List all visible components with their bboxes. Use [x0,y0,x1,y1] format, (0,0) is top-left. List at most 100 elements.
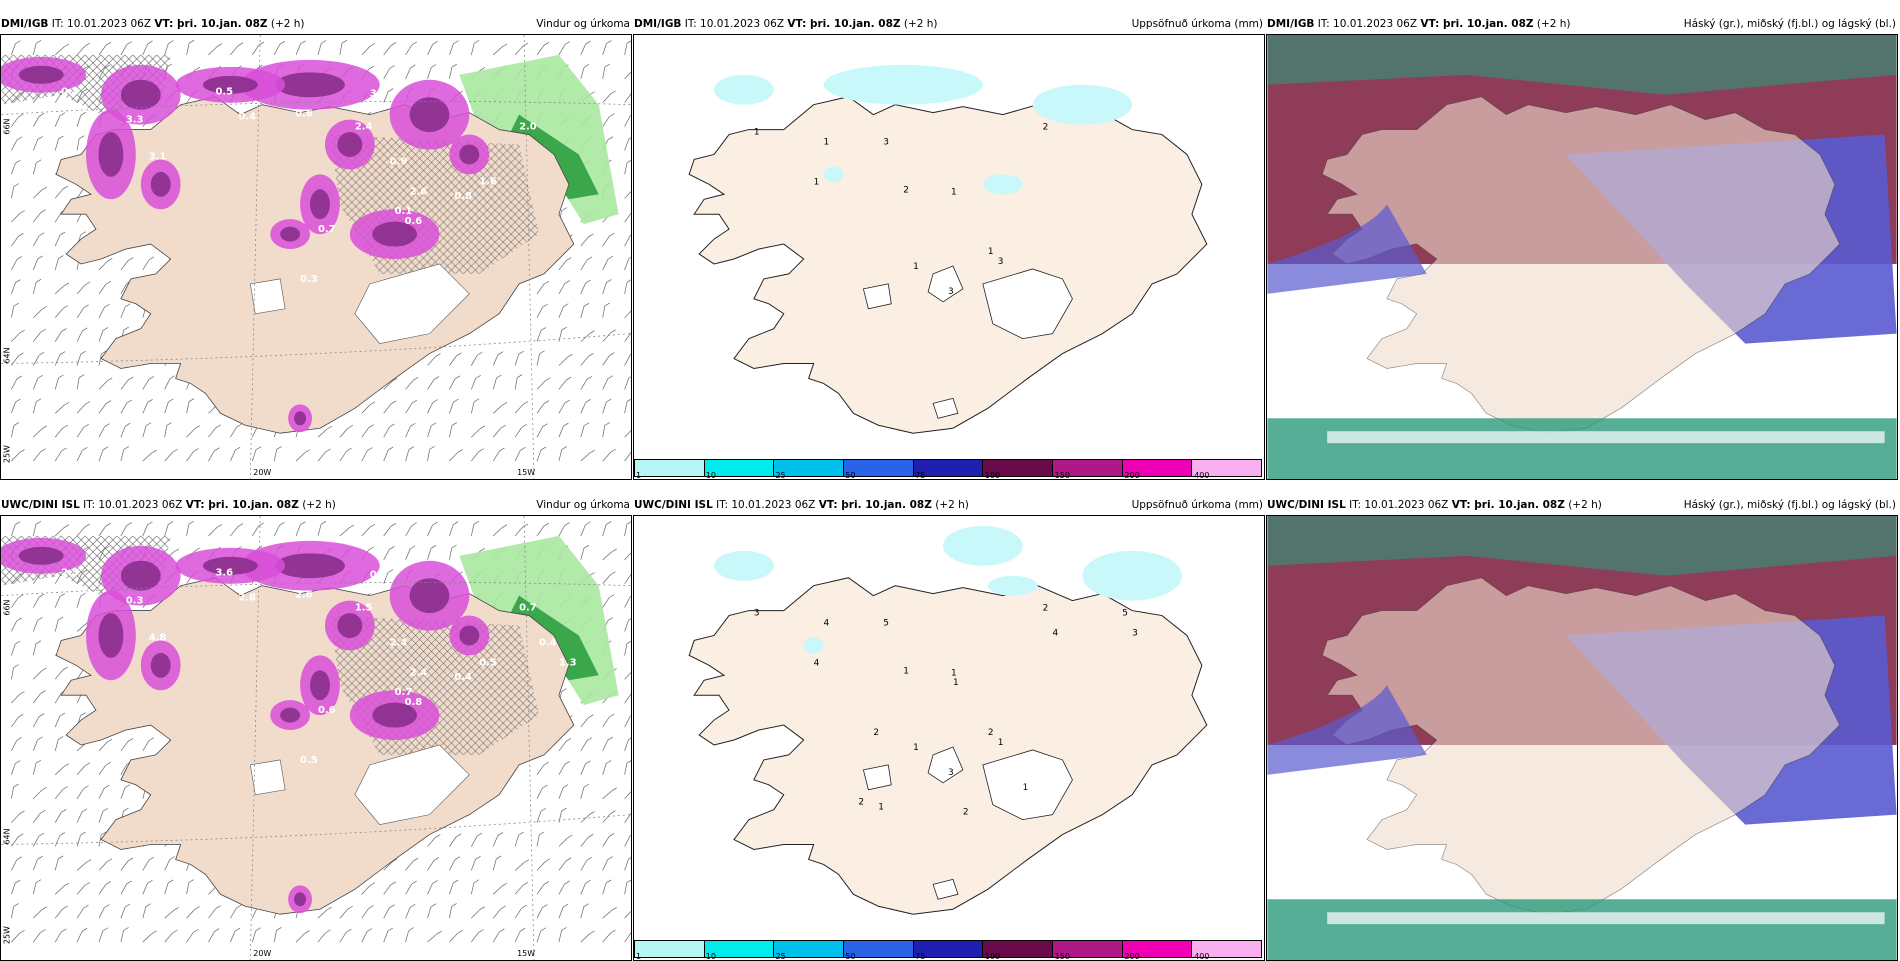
init-time: IT: 10.01.2023 06Z [716,499,816,511]
panel-header: DMI/IGB IT: 10.01.2023 06Z VT: þri. 10.j… [1266,15,1898,33]
svg-text:20W: 20W [253,949,271,958]
iceland-land [1321,577,1841,915]
colorbar-label: 50 [845,952,856,961]
model-source: DMI/IGB [634,18,682,30]
value-label: 5 [1122,609,1128,619]
svg-text:64N: 64N [2,828,11,844]
colorbar-label: 10 [705,952,716,961]
value-label: 0.4 [454,672,472,683]
value-label: 1 [951,668,957,678]
colorbar-label: 1 [636,471,642,480]
svg-text:25W: 25W [2,926,11,944]
map-frame: 3 4 5 4 1 1 2 2 1 1 3 5 3 4 1 2 2 1 1 2 1 10 25 50 75 100 150 200 40… [633,515,1265,961]
value-label: 2 [988,728,994,738]
valid-time: VT: þri. 10.jan. 08Z [818,499,932,511]
value-label: 0.9 [390,156,408,167]
value-label: 0.7 [395,687,413,698]
colorbar-label: 75 [915,952,926,961]
iceland-land [688,96,1208,434]
value-label: 3 [948,768,954,778]
colorbar-swatch [635,460,705,476]
value-label: 0.1 [395,206,413,217]
value-label: 2.6 [295,590,313,601]
wind-labels: 2.50.34.83.62.8 2.61.50.32.42.40.70.80.60… [61,558,601,766]
panel-header: DMI/IGB IT: 10.01.2023 06Z VT: þri. 10.j… [633,15,1265,33]
value-label: 2.4 [410,667,428,678]
value-label: 0.7 [519,603,537,614]
value-label: 3.3 [126,115,144,126]
value-label: 3 [998,257,1004,267]
colorbar-label: 25 [775,471,786,480]
value-label: 0.5 [215,87,233,98]
colorbar-label: 50 [845,471,856,480]
value-label: 0.6 [584,558,602,569]
value-label: 1 [824,138,830,148]
valid-time: VT: þri. 10.jan. 08Z [1420,18,1534,30]
value-label: 0.3 [126,596,144,607]
value-label: 2 [1043,604,1049,614]
wind-labels: 0.43.33.10.50.4 0.62.43.70.92.60.10.60.70… [61,77,601,285]
model-source: UWC/DINI ISL [1,499,80,511]
svg-text:66N: 66N [2,118,11,134]
value-label: 0.5 [300,755,318,766]
value-label: 4 [1053,628,1059,638]
init-time: IT: 10.01.2023 06Z [684,18,785,30]
colorbar [634,459,1262,477]
value-label: 0.8 [454,191,472,202]
value-label: 1 [951,187,957,197]
value-label: 1 [953,678,959,688]
panel-title: Vindur og úrkoma [536,18,630,30]
value-label: 1 [814,177,820,187]
iceland-land [688,577,1208,915]
model-source: UWC/DINI ISL [634,499,713,511]
colorbar-swatch [913,460,984,476]
init-time: IT: 10.01.2023 06Z [1317,18,1418,30]
colorbar-swatch [774,460,845,476]
value-label: 4 [814,658,820,668]
value-label: 3 [1132,628,1138,638]
map-canvas: 2.50.34.83.62.8 2.61.50.32.42.40.70.80.60… [1,516,631,960]
map-canvas [1267,516,1897,960]
graticule [1,516,631,960]
colorbar-label: 150 [1054,471,1070,480]
lead-time: (+2 h) [903,18,938,30]
colorbar-label: 100 [984,471,1001,480]
value-label: 1.6 [479,176,497,187]
value-label: 1 [988,247,994,257]
svg-text:15W: 15W [517,468,535,477]
valid-time: VT: þri. 10.jan. 08Z [154,18,268,30]
map-frame: 0.4 3.3 3.1 0.5 0.4 0.6 2.4 3.7 0.9 2.6 0.1 0.6 0.7 0… [0,34,632,480]
iceland-land [1321,96,1841,434]
model-source: UWC/DINI ISL [1267,499,1346,511]
svg-text:66N: 66N [2,599,11,615]
value-label: 4 [824,619,830,629]
svg-text:64N: 64N [2,347,11,363]
value-label: 2 [963,808,969,818]
value-label: 2.5 [61,568,79,579]
value-label: 1.3 [559,657,577,668]
value-label: 2.6 [410,186,428,197]
panel-title: Háský (gr.), miðský (fj.bl.) og lágský (… [1683,499,1896,511]
value-label: 2.8 [238,593,256,604]
panel-title: Uppsöfnuð úrkoma (mm) [1131,499,1263,511]
axis-labels: 20W 15W 66N 64N 25W [2,118,535,477]
colorbar-label: 200 [1124,471,1140,480]
value-label: 2 [903,185,909,195]
lead-time: (+2 h) [270,18,305,30]
colorbar-label: 75 [915,471,926,480]
svg-text:20W: 20W [253,468,271,477]
svg-text:25W: 25W [2,445,11,463]
colorbar-label: 400 [1194,952,1210,961]
value-label: 0.7 [318,224,336,235]
value-label: 0.3 [370,570,388,581]
value-label: 1.5 [355,603,373,614]
panel-header: DMI/IGB IT: 10.01.2023 06Z VT: þri. 10.j… [0,15,632,33]
model-source: DMI/IGB [1,18,49,30]
valid-time: VT: þri. 10.jan. 08Z [1451,499,1565,511]
map-frame: 2.5 0.3 4.8 3.6 2.8 2.6 1.5 0.3 2.4 2.4 0.7 0.8 0.6 0… [0,515,632,961]
map-frame [1266,34,1898,480]
value-label: 2.4 [390,637,408,648]
value-label: 3.7 [370,89,388,100]
